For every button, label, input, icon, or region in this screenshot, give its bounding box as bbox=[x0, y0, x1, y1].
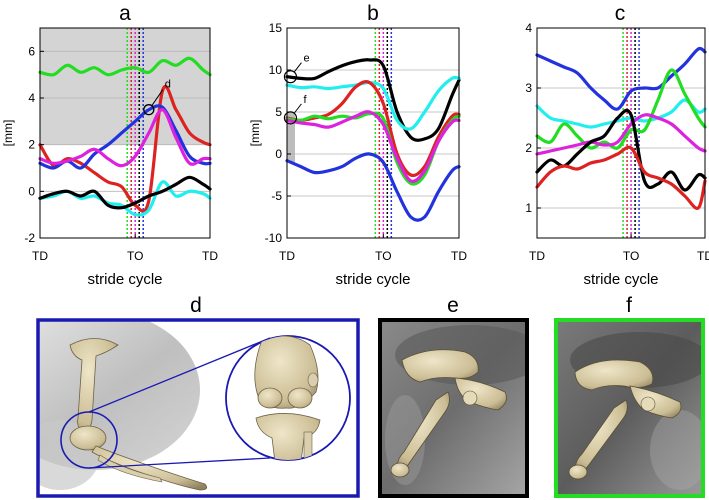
panel-e-border bbox=[378, 318, 529, 498]
y-tick-label: 10 bbox=[269, 63, 283, 77]
zoomed-knee bbox=[254, 336, 321, 460]
series-line bbox=[285, 58, 461, 142]
annotation-circle bbox=[283, 70, 298, 84]
series-line bbox=[535, 68, 707, 150]
annotation-leader bbox=[294, 103, 302, 114]
annotation-label: d bbox=[165, 79, 171, 91]
y-tick-label: -10 bbox=[265, 231, 283, 245]
pelvis-bone-f bbox=[574, 359, 654, 391]
annotation-circle bbox=[283, 111, 298, 125]
y-axis-label: [mm] bbox=[1, 120, 15, 147]
series-line bbox=[285, 110, 461, 183]
panel-label-c: c bbox=[615, 2, 626, 25]
y-tick-label: 5 bbox=[275, 105, 282, 119]
knee-joint bbox=[69, 425, 107, 451]
y-tick-label: 1 bbox=[525, 201, 532, 215]
y-tick-label: -2 bbox=[24, 231, 35, 245]
x-axis-label: stride cycle bbox=[583, 271, 658, 288]
x-tick-label: TD bbox=[697, 249, 709, 263]
chart-panel-b: -10 -5 0 5 10 15 TD TO TD stride cycle [mm] e f bbox=[248, 21, 467, 288]
render-panel-e bbox=[378, 318, 529, 498]
x-tick-label: TO bbox=[127, 249, 143, 263]
x-tick-label: TD bbox=[32, 249, 48, 263]
y-tick-label: 4 bbox=[525, 21, 532, 35]
shaded-strip bbox=[287, 112, 295, 163]
shaded-region bbox=[40, 28, 210, 145]
pelvis-bone-e bbox=[401, 349, 479, 383]
panel-label-e: e bbox=[447, 294, 459, 317]
chart-panel-a: -2 0 2 4 6 TD TO TD stride cycle [mm] d bbox=[1, 27, 218, 288]
x-tick-label: TO bbox=[623, 249, 639, 263]
x-tick-label: TO bbox=[375, 249, 391, 263]
series-line bbox=[38, 108, 212, 168]
x-tick-label: TD bbox=[202, 249, 218, 263]
y-tick-label: 15 bbox=[269, 21, 283, 35]
render-panel-f bbox=[554, 318, 705, 498]
series-line bbox=[38, 175, 212, 210]
series-line bbox=[285, 75, 461, 131]
y-tick-label: 0 bbox=[28, 184, 35, 198]
y-tick-label: 6 bbox=[28, 44, 35, 58]
annotation-label: e bbox=[303, 53, 309, 65]
axes-frame bbox=[536, 27, 706, 239]
panel-label-d: d bbox=[190, 294, 202, 317]
chart-panel-c: 1 2 3 4 TD TO TD stride cycle bbox=[525, 21, 709, 288]
annotation-label: f bbox=[303, 94, 307, 106]
y-tick-label: 4 bbox=[28, 91, 35, 105]
panel-f-border bbox=[554, 318, 705, 498]
series-line bbox=[535, 98, 707, 129]
y-tick-label: -5 bbox=[271, 189, 282, 203]
series-line bbox=[535, 145, 707, 210]
series-line bbox=[535, 46, 707, 111]
render-panel-d bbox=[36, 318, 360, 498]
y-tick-label: 3 bbox=[525, 81, 532, 95]
series-line bbox=[38, 56, 212, 77]
annotation-leader bbox=[294, 62, 302, 73]
panel-label-a: a bbox=[119, 2, 131, 25]
x-tick-label: TD bbox=[279, 249, 295, 263]
series-line bbox=[285, 152, 461, 222]
axes-frame bbox=[286, 27, 460, 239]
x-tick-label: TD bbox=[451, 249, 467, 263]
annotation-circle bbox=[143, 104, 155, 116]
x-axis-label: stride cycle bbox=[335, 271, 410, 288]
axes-frame bbox=[39, 27, 211, 239]
x-axis-label: stride cycle bbox=[87, 271, 162, 288]
y-tick-label: 2 bbox=[525, 141, 532, 155]
series-line bbox=[38, 84, 212, 213]
y-tick-label: 2 bbox=[28, 138, 35, 152]
panel-d-border bbox=[36, 318, 360, 498]
y-tick-label: 0 bbox=[275, 147, 282, 161]
y-axis-label: [mm] bbox=[248, 120, 262, 147]
panel-label-f: f bbox=[626, 294, 632, 317]
series-line bbox=[535, 113, 707, 156]
x-tick-label: TD bbox=[529, 249, 545, 263]
panel-label-b: b bbox=[367, 2, 379, 25]
annotation-leader bbox=[151, 89, 164, 106]
series-line bbox=[38, 180, 212, 217]
